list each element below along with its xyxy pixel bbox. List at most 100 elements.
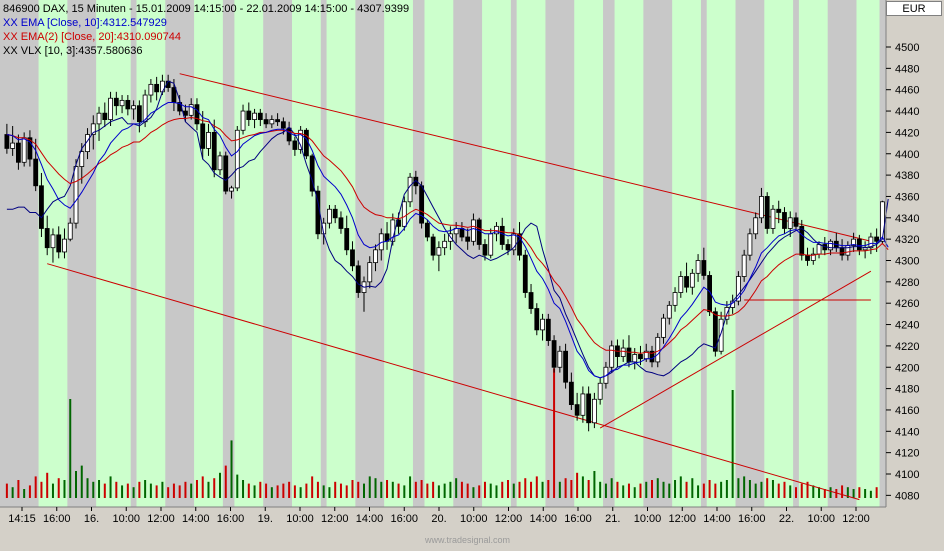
candle-body xyxy=(712,311,718,352)
volume-bar xyxy=(432,481,435,498)
candle-body xyxy=(131,105,137,110)
volume-bar xyxy=(195,480,198,498)
candle-body xyxy=(580,393,586,416)
candle-body xyxy=(874,236,880,242)
candle-body xyxy=(263,119,269,125)
volume-bar xyxy=(426,483,429,498)
volume-bar xyxy=(178,485,181,498)
volume-bar xyxy=(783,481,786,498)
candle-body xyxy=(471,219,476,242)
y-tick-label: 4180 xyxy=(895,384,919,396)
volume-bar xyxy=(604,483,607,498)
candle-body xyxy=(136,105,142,123)
volume-bar xyxy=(812,485,815,498)
candle-body xyxy=(73,166,79,224)
volume-bar xyxy=(167,487,170,498)
candle-body xyxy=(79,151,85,167)
volume-bar xyxy=(219,472,221,498)
candle-body xyxy=(747,233,753,256)
volume-bar xyxy=(823,489,826,498)
volume-bar xyxy=(668,483,671,498)
legend-ema20[interactable]: XX EMA(2) [Close, 20]:4310.090744 xyxy=(3,31,181,43)
candle-body xyxy=(188,104,194,116)
candle-body xyxy=(257,112,263,120)
candle-body xyxy=(563,350,568,383)
volume-bar xyxy=(293,485,296,498)
volume-bar xyxy=(697,485,700,498)
candle-body xyxy=(280,121,286,129)
candle-body xyxy=(672,292,678,306)
y-tick-label: 4440 xyxy=(895,106,919,118)
candle-body xyxy=(655,336,661,363)
volume-bar xyxy=(777,483,780,498)
volume-bar xyxy=(230,440,233,498)
legend-ema10[interactable]: XX EMA [Close, 10]:4312.547929 xyxy=(3,17,167,29)
volume-bar xyxy=(524,478,527,498)
candle-body xyxy=(332,208,338,219)
candle-body xyxy=(327,208,332,224)
x-tick-label: 12:00 xyxy=(668,513,696,525)
y-tick-label: 4340 xyxy=(895,213,919,225)
candle-body xyxy=(851,238,856,246)
candle-body xyxy=(15,142,21,163)
y-tick-label: 4200 xyxy=(895,362,919,374)
volume-bar xyxy=(149,483,152,498)
volume-bar xyxy=(23,489,26,498)
volume-bar xyxy=(386,480,389,498)
volume-bars xyxy=(5,368,878,498)
volume-bar xyxy=(835,489,838,498)
candle-body xyxy=(741,254,747,277)
volume-bar xyxy=(455,478,458,498)
x-tick-label: 10:00 xyxy=(286,513,314,525)
y-tick-label: 4500 xyxy=(895,42,919,54)
legend-vlx[interactable]: XX VLX [10, 3]:4357.580636 xyxy=(3,45,143,57)
volume-bar xyxy=(357,481,360,498)
candle-body xyxy=(805,254,810,261)
candle-body xyxy=(868,236,874,249)
volume-bar xyxy=(144,480,147,498)
candle-body xyxy=(793,217,799,227)
session-band xyxy=(764,0,794,507)
y-tick-label: 4080 xyxy=(895,490,919,502)
session-band xyxy=(234,0,264,507)
y-tick-label: 4160 xyxy=(895,405,919,417)
x-tick-label: 16:00 xyxy=(43,513,71,525)
candle-body xyxy=(234,129,240,189)
volume-bar xyxy=(518,481,521,498)
x-tick-label: 14:00 xyxy=(182,513,210,525)
candle-body xyxy=(649,350,655,363)
volume-bar xyxy=(155,485,158,498)
x-tick-label: 12:00 xyxy=(495,513,523,525)
volume-bar xyxy=(172,483,175,498)
volume-bar xyxy=(766,478,769,498)
candle-body xyxy=(626,347,632,363)
candle-body xyxy=(148,83,154,96)
volume-bar xyxy=(587,480,590,498)
candle-body xyxy=(666,304,672,319)
volume-bar xyxy=(852,489,855,498)
volume-bar xyxy=(380,481,383,498)
volume-bar xyxy=(46,472,49,498)
volume-bar xyxy=(748,480,751,498)
volume-bar xyxy=(841,485,844,498)
volume-bar xyxy=(409,476,412,498)
candle-body xyxy=(424,222,430,238)
volume-bar xyxy=(725,480,728,498)
volume-bar xyxy=(610,478,613,498)
candle-body xyxy=(810,253,816,261)
candle-body xyxy=(96,112,102,125)
candle-body xyxy=(609,345,615,368)
volume-bar xyxy=(449,481,452,498)
candle-body xyxy=(574,404,580,416)
volume-bar xyxy=(5,483,8,498)
volume-bar xyxy=(75,471,77,498)
volume-bar xyxy=(414,481,417,498)
candle-body xyxy=(407,176,413,203)
volume-bar xyxy=(800,483,803,498)
y-tick-label: 4220 xyxy=(895,341,919,353)
volume-bar xyxy=(875,487,878,498)
candle-body xyxy=(44,228,50,249)
candle-body xyxy=(223,155,229,192)
